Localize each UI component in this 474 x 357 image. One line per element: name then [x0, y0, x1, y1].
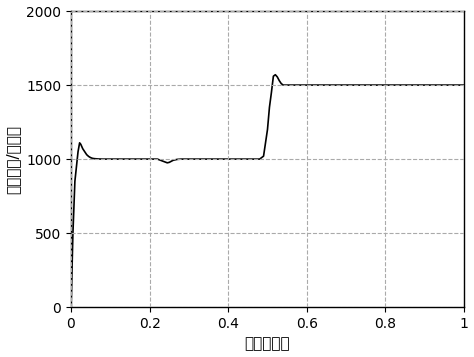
X-axis label: 时间（秒）: 时间（秒） [245, 336, 290, 351]
Y-axis label: 转速（转/分钟）: 转速（转/分钟） [6, 125, 20, 193]
